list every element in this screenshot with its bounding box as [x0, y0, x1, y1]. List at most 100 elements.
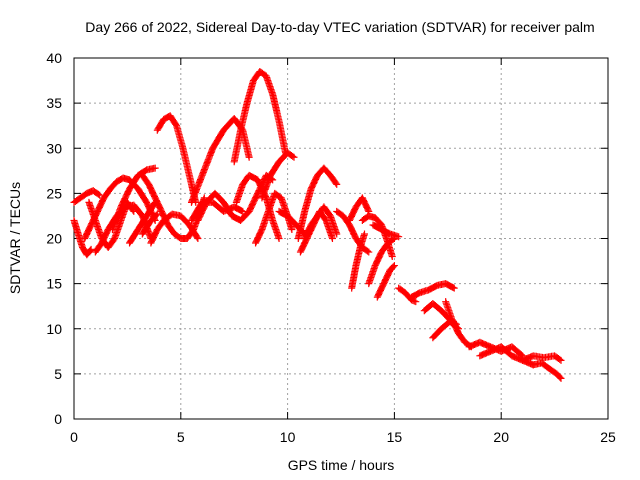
- data-point: [557, 356, 565, 364]
- data-point-trail: [118, 186, 133, 209]
- data-point-trail: [442, 299, 455, 322]
- axis-ticks: 0 5 10 15 20 25 0 5 10 15 20 25 30 35 40: [46, 50, 616, 445]
- data-point-trail: [167, 113, 180, 128]
- data-point: [87, 245, 95, 253]
- data-point-trail: [272, 190, 284, 201]
- data-point-trail: [143, 200, 158, 219]
- data-point: [412, 298, 420, 306]
- series-arc4: [81, 174, 159, 242]
- data-point-trail: [92, 240, 105, 255]
- data-point-trail: [84, 246, 94, 258]
- y-tick-label: 30: [46, 140, 62, 156]
- data-point-trail: [173, 123, 186, 151]
- data-point-trail: [238, 209, 252, 223]
- data-point-trail: [78, 190, 89, 201]
- data-point-trail: [148, 211, 160, 223]
- x-tick-label: 20: [493, 429, 509, 445]
- y-tick-label: 15: [46, 276, 62, 292]
- data-point-trail: [308, 213, 321, 228]
- data-point-trail: [126, 227, 141, 246]
- data-point-trail: [334, 208, 346, 219]
- data-point-trail: [449, 317, 462, 336]
- x-axis-label: GPS time / hours: [288, 457, 395, 473]
- data-point-trail: [98, 227, 111, 246]
- data-point-trail: [172, 231, 183, 242]
- series-arc25: [348, 230, 368, 292]
- data-point: [239, 207, 247, 215]
- series-arc27: [365, 235, 398, 288]
- data-point-trail: [409, 289, 423, 300]
- data-point-trail: [426, 282, 440, 293]
- data-point-trail: [263, 74, 276, 97]
- data-point-trail: [259, 209, 272, 232]
- data-point: [328, 235, 336, 242]
- data-point-trail: [346, 222, 359, 241]
- y-tick-label: 10: [46, 321, 62, 337]
- data-point-trail: [352, 245, 364, 268]
- data-point: [333, 180, 341, 188]
- series-arc38: [529, 359, 565, 382]
- data-point-trail: [105, 236, 118, 250]
- data-point-trail: [409, 297, 418, 305]
- data-points: [70, 68, 565, 382]
- series-arc8: [138, 210, 161, 238]
- data-point-trail: [71, 195, 83, 205]
- data-point-trail: [321, 165, 333, 178]
- data-point-trail: [231, 128, 244, 164]
- data-point-trail: [148, 227, 161, 246]
- data-point: [151, 164, 159, 172]
- data-point: [395, 233, 403, 241]
- data-point: [450, 284, 458, 292]
- series-arc14: [194, 171, 277, 224]
- data-point-trail: [101, 186, 113, 201]
- data-point-trail: [231, 204, 245, 215]
- data-point-trail: [327, 213, 340, 236]
- y-tick-label: 35: [46, 95, 62, 111]
- data-point-trail: [308, 173, 321, 191]
- series-arc29: [373, 262, 398, 301]
- data-point-trail: [252, 227, 265, 246]
- data-point-trail: [276, 208, 290, 219]
- data-point-trail: [233, 182, 246, 205]
- series-arc15: [230, 68, 289, 166]
- data-point-trail: [267, 159, 282, 178]
- data-point: [360, 230, 368, 238]
- data-point-trail: [135, 213, 150, 232]
- x-tick-label: 10: [280, 429, 296, 445]
- data-point-trail: [269, 92, 283, 124]
- data-point: [290, 153, 298, 161]
- data-point: [194, 235, 202, 242]
- data-point: [557, 374, 565, 382]
- data-point-trail: [372, 249, 385, 268]
- data-point-trail: [154, 117, 167, 133]
- data-point-trail: [385, 235, 397, 246]
- grid-lines: [74, 58, 608, 419]
- data-point-trail: [186, 222, 201, 241]
- data-point-trail: [443, 280, 457, 291]
- series-arc2: [70, 216, 95, 259]
- data-point-trail: [212, 191, 226, 205]
- data-point-trail: [430, 326, 444, 341]
- data-point: [288, 225, 296, 233]
- data-point-trail: [372, 215, 385, 228]
- data-point-trail: [301, 186, 315, 214]
- y-tick-label: 5: [54, 366, 62, 382]
- data-point-trail: [297, 236, 310, 255]
- data-point-trail: [509, 344, 525, 359]
- data-point-trail: [374, 281, 387, 300]
- data-point-trail: [554, 371, 564, 381]
- data-point-trail: [91, 188, 102, 198]
- chart-title: Day 266 of 2022, Sidereal Day-to-day VTE…: [85, 19, 594, 35]
- series-arc22: [301, 203, 341, 242]
- data-point-trail: [131, 202, 145, 219]
- series-arc24: [346, 194, 373, 224]
- series-arc31: [407, 280, 458, 301]
- y-axis-label: SDTVAR / TECUs: [7, 182, 23, 294]
- data-point-trail: [165, 222, 177, 237]
- data-point-trail: [275, 119, 289, 155]
- x-tick-label: 5: [177, 429, 185, 445]
- data-point-trail: [246, 172, 260, 183]
- x-tick-label: 15: [387, 429, 403, 445]
- data-point-trail: [539, 360, 553, 372]
- series-arc30: [395, 284, 420, 306]
